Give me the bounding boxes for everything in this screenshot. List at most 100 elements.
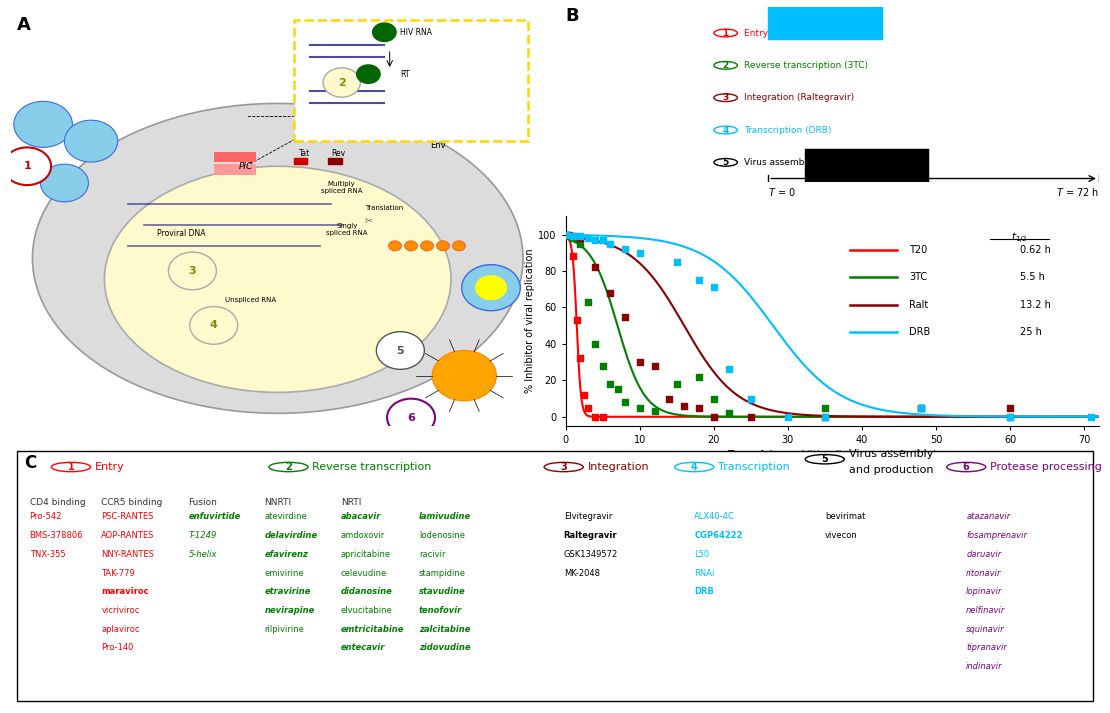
Point	[630, 402, 648, 414]
Point	[741, 393, 759, 404]
Circle shape	[544, 462, 583, 472]
Text: Raltegravir: Raltegravir	[564, 531, 617, 540]
Text: Proviral DNA: Proviral DNA	[158, 229, 206, 237]
Point	[568, 314, 586, 326]
Text: T-1249: T-1249	[189, 531, 216, 540]
Circle shape	[323, 68, 361, 97]
Text: bevirimat: bevirimat	[825, 513, 865, 521]
Circle shape	[40, 164, 89, 202]
Text: tipranavir: tipranavir	[966, 643, 1007, 652]
Circle shape	[714, 158, 737, 166]
Point	[561, 229, 578, 240]
Circle shape	[64, 120, 118, 162]
Circle shape	[356, 65, 380, 83]
Text: HIV RNA: HIV RNA	[401, 28, 433, 37]
Point	[1001, 411, 1019, 423]
Text: 1: 1	[723, 29, 729, 38]
Point	[646, 406, 664, 417]
Point	[579, 232, 597, 244]
Text: Pro-542: Pro-542	[30, 513, 62, 521]
Text: RNAi: RNAi	[694, 568, 715, 578]
Circle shape	[373, 23, 396, 41]
Circle shape	[453, 241, 465, 251]
Text: etravirine: etravirine	[264, 588, 311, 596]
FancyBboxPatch shape	[17, 451, 1093, 701]
Text: apricitabine: apricitabine	[341, 550, 391, 559]
Point	[690, 402, 708, 414]
Text: 5: 5	[723, 158, 729, 167]
Text: racivir: racivir	[420, 550, 445, 559]
Text: 4: 4	[690, 462, 697, 472]
Circle shape	[675, 462, 714, 472]
Point	[779, 411, 797, 423]
Text: Singly
spliced RNA: Singly spliced RNA	[326, 222, 367, 235]
Text: and production: and production	[849, 465, 934, 475]
Text: ✂: ✂	[364, 216, 373, 226]
Text: zidovudine: zidovudine	[420, 643, 471, 652]
Text: Translation: Translation	[365, 205, 404, 211]
Text: emivirine: emivirine	[264, 568, 304, 578]
Point	[557, 229, 575, 240]
Point	[564, 231, 582, 242]
Text: nelfinavir: nelfinavir	[966, 606, 1006, 615]
Circle shape	[387, 399, 435, 436]
Point	[816, 402, 834, 414]
Circle shape	[475, 275, 507, 300]
Circle shape	[388, 241, 402, 251]
Text: 6: 6	[407, 413, 415, 423]
Text: atevirdine: atevirdine	[264, 513, 307, 521]
Point	[646, 360, 664, 371]
Text: 3: 3	[561, 462, 567, 472]
Text: L50: L50	[694, 550, 709, 559]
Text: stampidine: stampidine	[420, 568, 466, 578]
Ellipse shape	[32, 103, 523, 414]
Text: Entry: Entry	[94, 462, 124, 472]
Point	[572, 232, 589, 244]
Text: B: B	[566, 7, 579, 25]
Point	[602, 379, 619, 390]
Point	[630, 356, 648, 368]
Text: Tat: Tat	[299, 149, 311, 158]
Text: squinavir: squinavir	[966, 625, 1005, 634]
Circle shape	[462, 265, 521, 311]
Point	[912, 402, 930, 414]
Circle shape	[405, 241, 417, 251]
Text: celevudine: celevudine	[341, 568, 387, 578]
Text: C: C	[24, 454, 37, 472]
Text: stavudine: stavudine	[420, 588, 466, 596]
Text: enfuvirtide: enfuvirtide	[189, 513, 241, 521]
Circle shape	[805, 455, 845, 464]
Point	[557, 229, 575, 240]
Text: Entry (T20): Entry (T20)	[745, 29, 795, 38]
Point	[579, 402, 597, 414]
Text: emtricitabine: emtricitabine	[341, 625, 404, 634]
Point	[705, 411, 723, 423]
Point	[564, 232, 582, 244]
Text: tenofovir: tenofovir	[420, 606, 462, 615]
Point	[572, 353, 589, 364]
Text: amdoxovir: amdoxovir	[341, 531, 385, 540]
Text: 4: 4	[210, 320, 218, 330]
Point	[586, 262, 604, 273]
Circle shape	[376, 332, 424, 369]
Point	[575, 389, 593, 401]
Circle shape	[714, 94, 737, 101]
Text: MK-2048: MK-2048	[564, 568, 599, 578]
FancyBboxPatch shape	[214, 164, 256, 175]
Text: Env: Env	[430, 141, 445, 150]
Point	[668, 256, 686, 267]
Text: 5: 5	[821, 454, 828, 464]
Text: 4: 4	[723, 125, 729, 135]
Text: atazanavir: atazanavir	[966, 513, 1010, 521]
Point	[1001, 402, 1019, 414]
Text: A: A	[17, 16, 30, 34]
Circle shape	[51, 462, 91, 472]
Point	[594, 411, 612, 423]
Text: 5-helix: 5-helix	[189, 550, 216, 559]
Text: NNRTI: NNRTI	[264, 498, 292, 507]
Point	[602, 287, 619, 299]
Text: didanosine: didanosine	[341, 588, 393, 596]
Text: CCR5 binding: CCR5 binding	[101, 498, 163, 507]
Text: vivecon: vivecon	[825, 531, 858, 540]
Text: entecavir: entecavir	[341, 643, 385, 652]
